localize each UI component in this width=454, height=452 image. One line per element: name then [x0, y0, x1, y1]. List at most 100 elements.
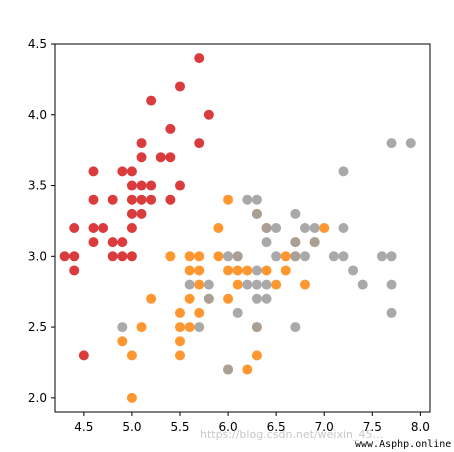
- scatter-point: [251, 265, 262, 276]
- scatter-point: [213, 251, 224, 262]
- scatter-point: [213, 223, 224, 233]
- scatter-point: [175, 336, 185, 347]
- scatter-point: [280, 251, 291, 262]
- scatter-point: [88, 237, 99, 248]
- scatter-point: [136, 194, 147, 205]
- scatter-point: [280, 265, 291, 276]
- scatter-point: [251, 194, 262, 205]
- x-tick-label: 4.5: [74, 420, 93, 434]
- scatter-point: [88, 194, 99, 205]
- scatter-point: [194, 322, 205, 333]
- scatter-point: [194, 279, 205, 290]
- scatter-point: [386, 138, 397, 149]
- scatter-point: [261, 223, 272, 233]
- x-tick-label: 6.0: [219, 420, 238, 434]
- scatter-point: [136, 180, 147, 191]
- scatter-point: [126, 208, 137, 219]
- scatter-point: [175, 81, 185, 92]
- x-tick-label: 7.5: [363, 420, 382, 434]
- scatter-point: [165, 194, 176, 205]
- scatter-point: [232, 265, 243, 276]
- scatter-point: [126, 180, 137, 191]
- scatter-point: [117, 251, 128, 262]
- scatter-point: [136, 322, 147, 333]
- scatter-point: [146, 194, 157, 205]
- scatter-point: [117, 322, 128, 333]
- scatter-point: [251, 279, 262, 290]
- scatter-point: [117, 336, 128, 347]
- scatter-point: [338, 251, 349, 262]
- scatter-point: [126, 166, 137, 177]
- scatter-point: [194, 53, 205, 64]
- scatter-point: [290, 237, 301, 248]
- scatter-point: [203, 109, 214, 120]
- scatter-point: [386, 307, 397, 318]
- scatter-point: [184, 322, 195, 333]
- scatter-point: [290, 208, 301, 219]
- scatter-point: [242, 364, 253, 375]
- scatter-point: [386, 251, 397, 262]
- scatter-point: [59, 251, 70, 262]
- y-tick-label: 3.5: [28, 179, 47, 193]
- y-tick-label: 2.5: [28, 320, 47, 334]
- y-tick-label: 3.0: [28, 249, 47, 263]
- scatter-point: [184, 265, 195, 276]
- scatter-point: [271, 223, 282, 233]
- scatter-point: [126, 350, 137, 361]
- scatter-point: [261, 279, 272, 290]
- scatter-point: [232, 279, 243, 290]
- scatter-point: [69, 251, 80, 262]
- scatter-point: [232, 307, 243, 318]
- scatter-point: [136, 208, 147, 219]
- scatter-point: [175, 350, 185, 361]
- scatter-point: [242, 279, 253, 290]
- scatter-point: [300, 223, 310, 233]
- scatter-point: [107, 194, 118, 205]
- scatter-point: [175, 322, 185, 333]
- scatter-point: [261, 293, 272, 304]
- scatter-point: [184, 293, 195, 304]
- scatter-point: [300, 251, 310, 262]
- scatter-point: [194, 251, 205, 262]
- scatter-point: [165, 251, 176, 262]
- scatter-point: [290, 251, 301, 262]
- scatter-point: [203, 279, 214, 290]
- scatter-point: [126, 251, 137, 262]
- scatter-point: [155, 152, 166, 163]
- scatter-point: [175, 307, 185, 318]
- scatter-point: [194, 138, 205, 149]
- scatter-point: [194, 307, 205, 318]
- scatter-point: [69, 265, 80, 276]
- scatter-point: [194, 265, 205, 276]
- scatter-point: [357, 279, 368, 290]
- x-axis: 4.5 5.0 5.5 6.0 6.5 7.0 7.5 8.0: [74, 412, 430, 434]
- scatter-point: [309, 237, 320, 248]
- scatter-point: [146, 293, 157, 304]
- scatter-point: [405, 138, 416, 149]
- scatter-point: [251, 350, 262, 361]
- scatter-point: [290, 322, 301, 333]
- scatter-point: [136, 138, 147, 149]
- scatter-point: [88, 223, 99, 233]
- scatter-point: [242, 265, 253, 276]
- scatter-point: [107, 237, 118, 248]
- scatter-point: [98, 223, 109, 233]
- scatter-point: [146, 95, 157, 106]
- scatter-point: [261, 265, 272, 276]
- scatter-point: [107, 251, 118, 262]
- scatter-point: [78, 350, 89, 361]
- scatter-point: [146, 180, 157, 191]
- scatter-point: [251, 208, 262, 219]
- scatter-point: [184, 279, 195, 290]
- scatter-point: [117, 166, 128, 177]
- scatter-point: [175, 180, 185, 191]
- scatter-point: [223, 265, 234, 276]
- x-tick-label: 5.5: [170, 420, 189, 434]
- scatter-point: [309, 223, 320, 233]
- scatter-point: [203, 293, 214, 304]
- scatter-point: [126, 392, 137, 403]
- scatter-point: [184, 251, 195, 262]
- scatter-point: [300, 279, 310, 290]
- scatter-point: [88, 166, 99, 177]
- x-tick-label: 8.0: [411, 420, 430, 434]
